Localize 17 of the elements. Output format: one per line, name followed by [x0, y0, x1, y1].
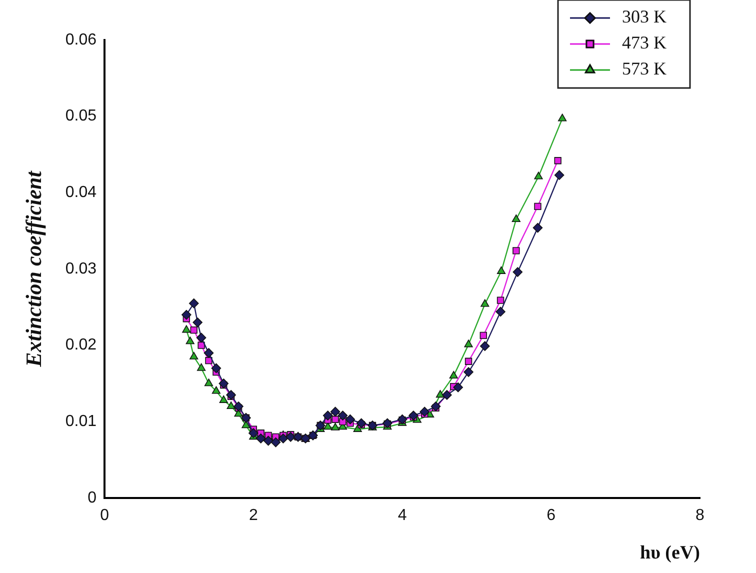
legend-label: 473 K	[622, 32, 666, 53]
legend-label: 303 K	[622, 6, 666, 27]
y-tick-label: 0.06	[65, 31, 97, 48]
y-tick-label: 0.03	[65, 260, 97, 278]
x-tick-label: 4	[398, 507, 407, 524]
y-axis-title: Extinction coefficient	[20, 170, 46, 368]
y-tick-label: 0	[88, 489, 97, 506]
x-tick-label: 0	[100, 507, 110, 524]
x-tick-label: 2	[248, 507, 258, 524]
x-axis-title: hυ (eV)	[640, 542, 700, 564]
y-tick-label: 0.05	[65, 108, 97, 125]
y-tick-label: 0.02	[65, 336, 97, 354]
y-tick-label: 0.04	[65, 184, 97, 202]
y-tick-label: 0.01	[65, 413, 97, 430]
x-tick-label: 6	[546, 507, 556, 524]
x-tick-label: 8	[696, 507, 705, 524]
legend-label: 573 K	[622, 58, 666, 79]
